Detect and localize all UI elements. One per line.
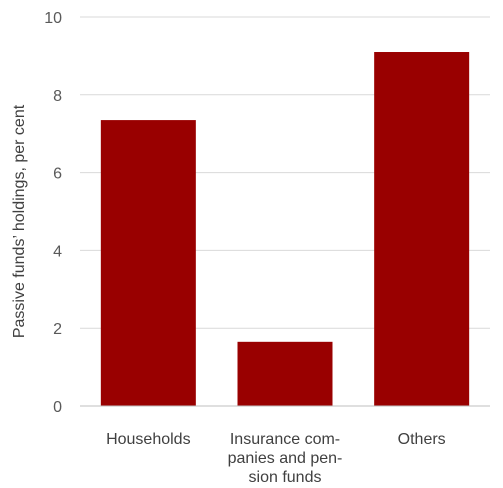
bar <box>237 341 333 406</box>
bar <box>374 52 470 406</box>
y-axis-title: Passive funds’ holdings, per cent <box>11 104 28 338</box>
x-category-label: Households <box>106 431 191 448</box>
category-labels: Households Insurance com-panies and pen-s… <box>106 431 446 486</box>
x-category-label-line: panies and pen- <box>228 450 343 467</box>
x-category-label-line: Households <box>106 431 191 448</box>
x-category-label: Insurance com-panies and pen-sion funds <box>228 431 343 486</box>
bars <box>100 52 470 407</box>
x-category-label: Others <box>398 431 446 448</box>
x-category-label-line: Insurance com- <box>230 431 340 448</box>
y-tick-label: 0 <box>53 399 62 416</box>
y-tick-label: 10 <box>44 10 62 27</box>
bar <box>100 120 196 407</box>
y-tick-label: 6 <box>53 166 62 183</box>
y-tick-label: 4 <box>53 243 62 260</box>
y-tick-label: 2 <box>53 321 62 338</box>
y-tick-label: 8 <box>53 88 62 105</box>
x-category-label-line: sion funds <box>249 469 322 486</box>
y-tick-labels: 0 2 4 6 8 10 <box>44 10 62 416</box>
x-category-label-line: Others <box>398 431 446 448</box>
